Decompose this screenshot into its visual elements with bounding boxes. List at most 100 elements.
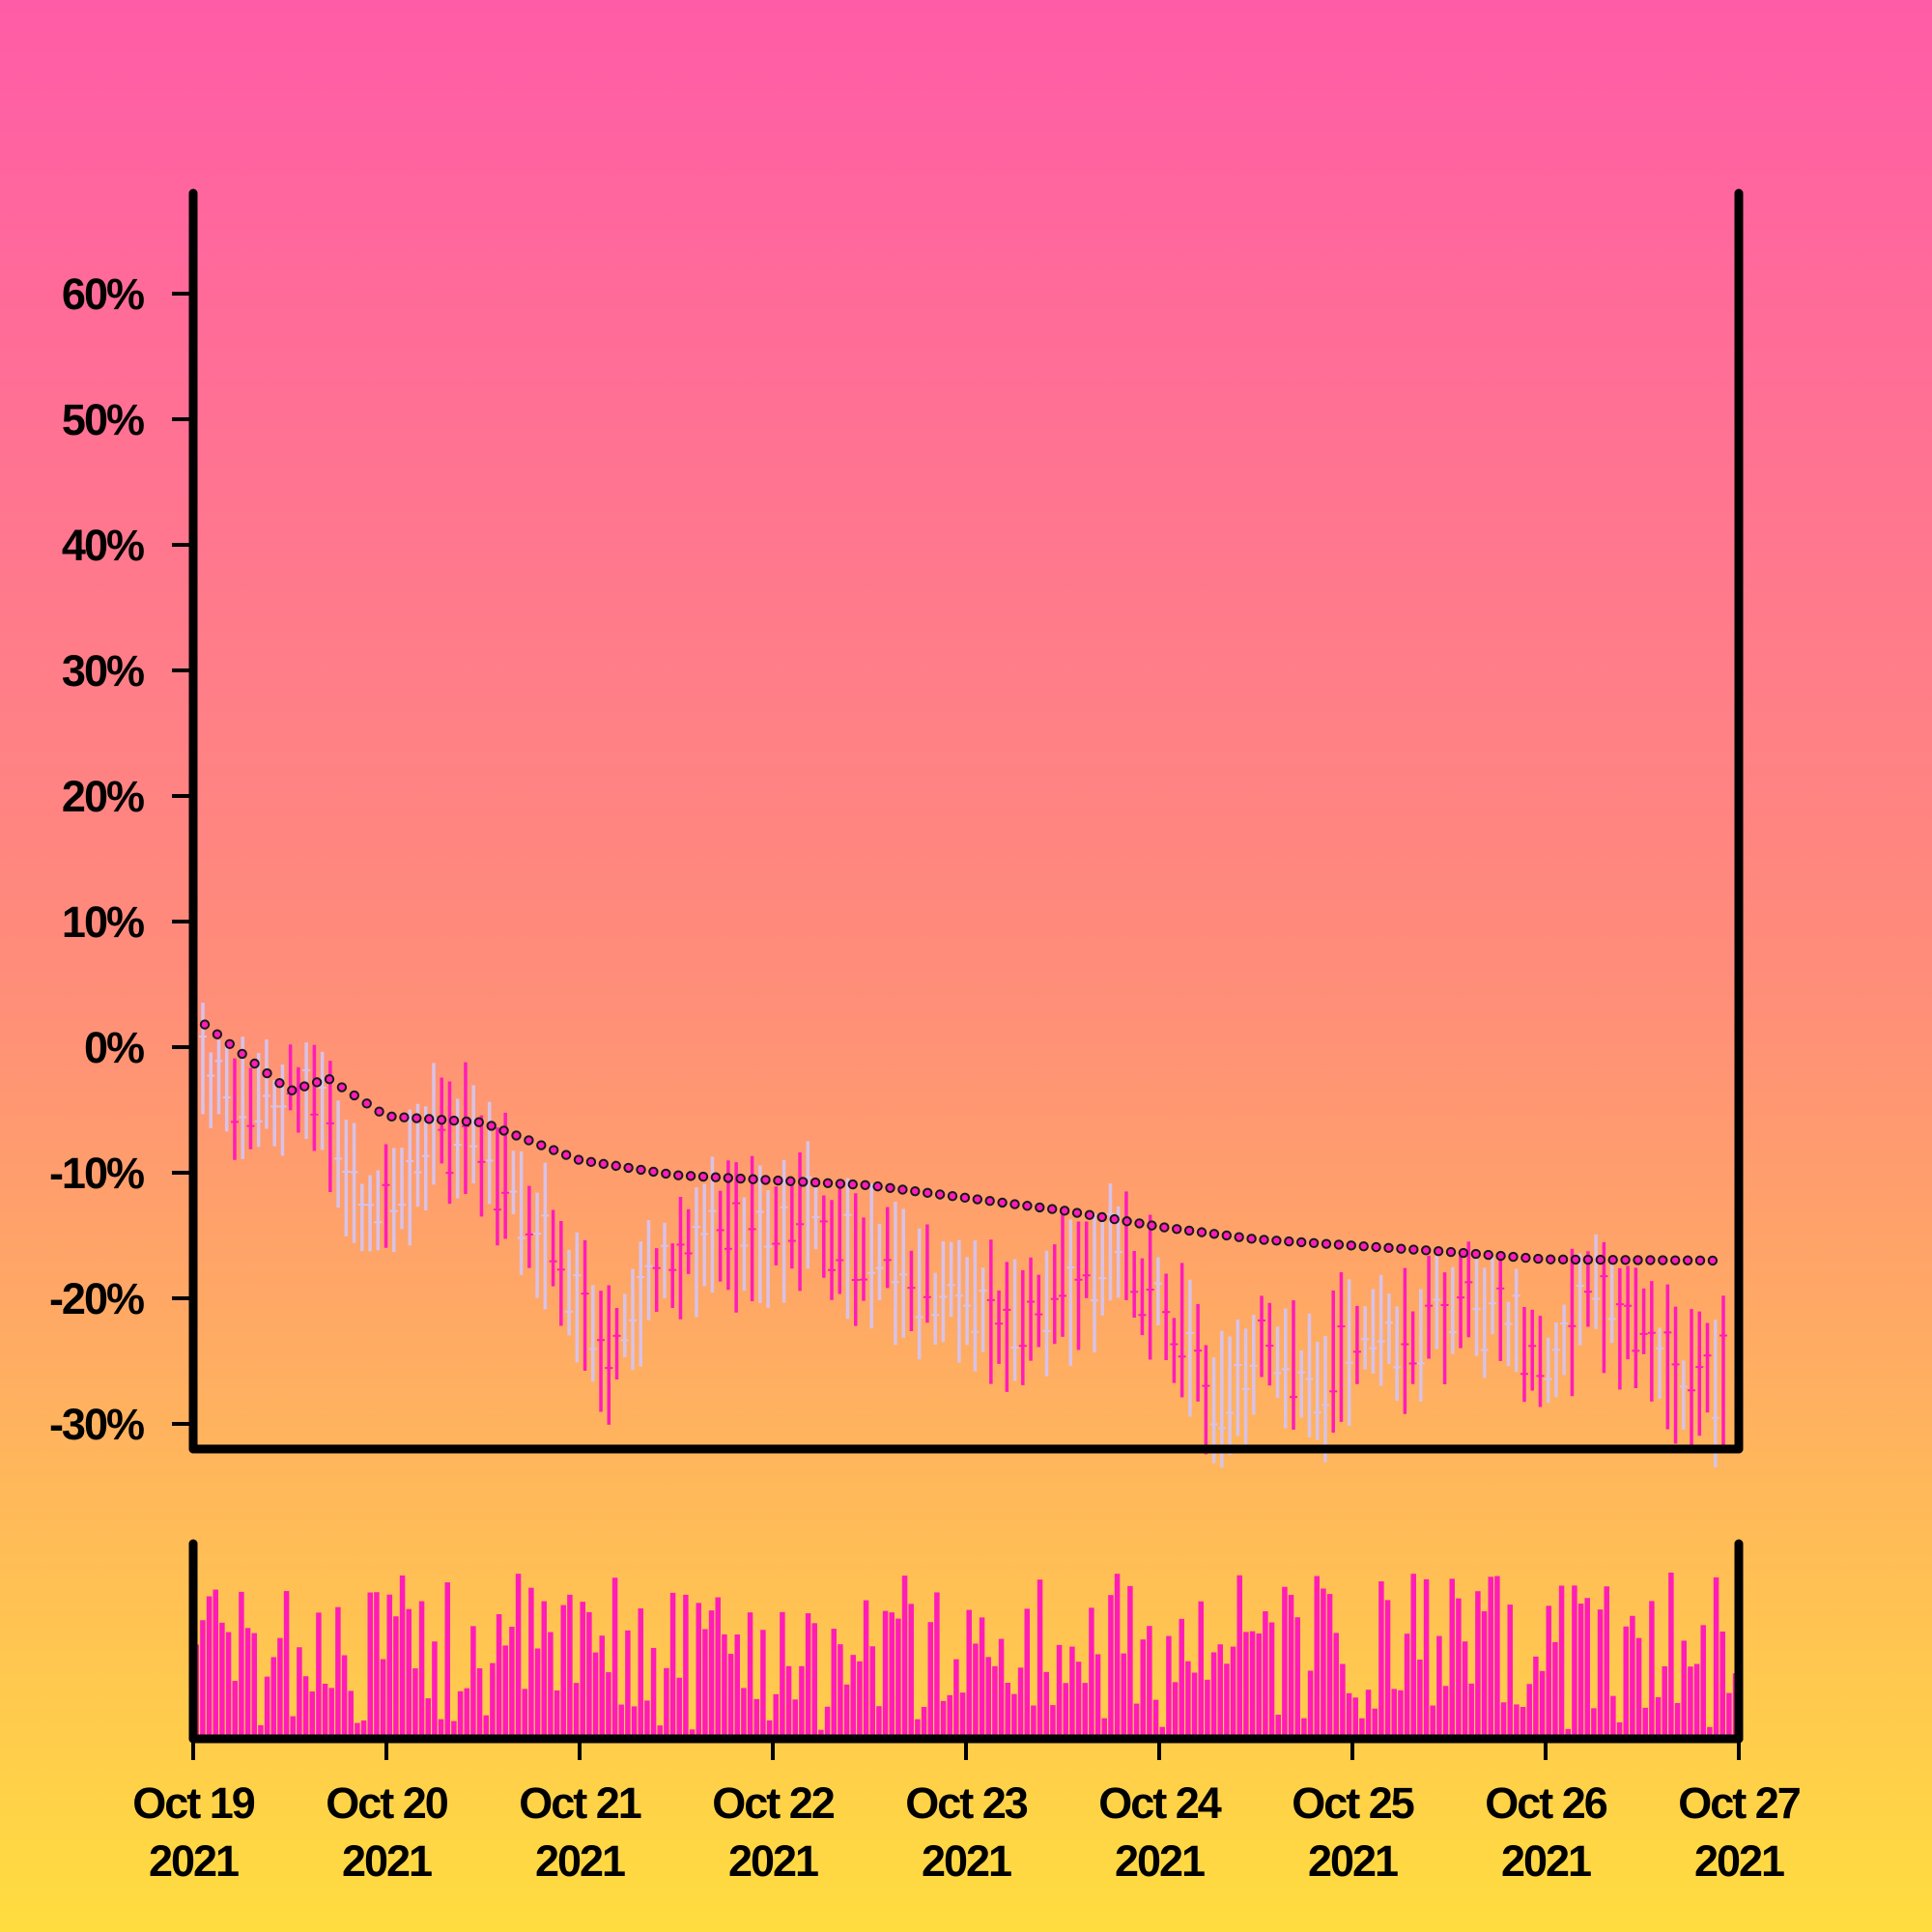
x-tick-year-label: 2021 (1308, 1836, 1398, 1886)
volume-bar (611, 1577, 618, 1739)
volume-bar (399, 1575, 406, 1739)
volume-bar (206, 1596, 213, 1739)
moving-average-dot (1483, 1249, 1493, 1261)
moving-average-dot (199, 1019, 211, 1030)
volume-bar (921, 1707, 927, 1739)
volume-bar (599, 1635, 605, 1739)
volume-bar (290, 1716, 296, 1739)
volume-bar (225, 1632, 232, 1739)
moving-average-dot (287, 1085, 298, 1095)
moving-average-dot (1134, 1218, 1145, 1229)
y-tick-label: 30% (62, 646, 144, 696)
volume-bar (876, 1706, 882, 1739)
volume-bar (580, 1602, 585, 1739)
volume-bar (386, 1594, 392, 1739)
volume-bar (850, 1655, 856, 1739)
volume-panel (188, 1539, 1744, 1744)
volume-bar (811, 1623, 817, 1739)
volume-bar (1147, 1626, 1152, 1739)
moving-average-dot (648, 1166, 659, 1178)
volume-bar (785, 1665, 792, 1739)
moving-average-dot (224, 1038, 236, 1050)
volume-bar (316, 1612, 322, 1739)
volume-bar (534, 1648, 541, 1739)
volume-bar (1217, 1644, 1223, 1739)
volume-bar (1152, 1699, 1159, 1739)
moving-average-dot (436, 1115, 447, 1125)
moving-average-dot (1358, 1240, 1369, 1252)
volume-bar (908, 1604, 914, 1739)
volume-bar (490, 1662, 496, 1739)
y-tick-label: -30% (49, 1400, 144, 1449)
volume-bar (1604, 1586, 1609, 1739)
moving-average-dot (1084, 1209, 1095, 1220)
moving-average-dot (1221, 1230, 1233, 1241)
moving-average-dot (1570, 1254, 1581, 1265)
volume-bar (573, 1683, 580, 1739)
volume-bar (959, 1692, 966, 1739)
y-tick-label: 20% (62, 772, 144, 821)
volume-bar (1430, 1705, 1435, 1739)
moving-average-dot (1682, 1255, 1693, 1265)
volume-bar (1127, 1585, 1133, 1739)
volume-bar (438, 1719, 444, 1739)
volume-bar (664, 1667, 669, 1739)
volume-bar (1456, 1598, 1462, 1739)
x-tick-label: Oct 23 (905, 1778, 1028, 1828)
volume-bar (1449, 1578, 1455, 1739)
volume-bar (1681, 1640, 1687, 1739)
volume-bar (1488, 1577, 1493, 1739)
volume-bar (1089, 1607, 1094, 1739)
volume-bar (1011, 1693, 1017, 1739)
moving-average-dot (262, 1067, 272, 1079)
volume-bar (341, 1655, 348, 1739)
volume-bar (979, 1617, 985, 1739)
volume-bar (780, 1611, 785, 1739)
volume-bar (741, 1688, 747, 1739)
moving-average-dot (636, 1164, 646, 1176)
moving-average-dot (1159, 1222, 1170, 1233)
moving-average-dot (923, 1187, 933, 1199)
volume-bar (953, 1659, 959, 1739)
volume-bar (277, 1637, 283, 1739)
volume-bar (1546, 1605, 1551, 1739)
moving-average-dot (1707, 1255, 1719, 1266)
moving-average-dot (1533, 1253, 1544, 1264)
moving-average-dot (872, 1180, 883, 1192)
volume-bar (901, 1576, 908, 1739)
volume-bar (927, 1622, 933, 1739)
moving-average-dot (498, 1125, 509, 1136)
volume-bar (1584, 1598, 1590, 1739)
moving-average-dot (1022, 1201, 1033, 1211)
volume-bar (747, 1612, 753, 1739)
moving-average-dot (1271, 1236, 1282, 1246)
volume-bar (1256, 1633, 1262, 1739)
volume-bar (1539, 1670, 1546, 1739)
volume-bar (696, 1603, 701, 1739)
volume-bar (947, 1694, 952, 1739)
moving-average-dot (524, 1135, 534, 1146)
x-tick-label: Oct 26 (1485, 1778, 1607, 1828)
volume-bar (1500, 1702, 1507, 1739)
volume-bar (374, 1592, 380, 1739)
volume-bar (683, 1594, 689, 1739)
moving-average-dot (673, 1170, 684, 1180)
moving-average-dot (822, 1178, 834, 1188)
x-tick-label: Oct 22 (712, 1778, 835, 1828)
volume-bar (766, 1719, 773, 1739)
volume-bar (1205, 1679, 1210, 1739)
y-tick-label: 10% (62, 897, 144, 947)
volume-bar (1210, 1652, 1217, 1739)
volume-bar (380, 1659, 386, 1739)
moving-average-dot (386, 1111, 397, 1122)
x-tick-year-label: 2021 (922, 1836, 1011, 1886)
moving-average-dot (448, 1115, 460, 1126)
y-tick-label: 0% (84, 1023, 144, 1072)
volume-bar (476, 1668, 483, 1739)
volume-bar (244, 1628, 251, 1739)
x-tick-year-label: 2021 (535, 1836, 625, 1886)
volume-bar (1321, 1588, 1326, 1739)
volume-bar (297, 1647, 302, 1739)
moving-average-dot (1208, 1229, 1220, 1239)
volume-bar (1378, 1581, 1384, 1739)
